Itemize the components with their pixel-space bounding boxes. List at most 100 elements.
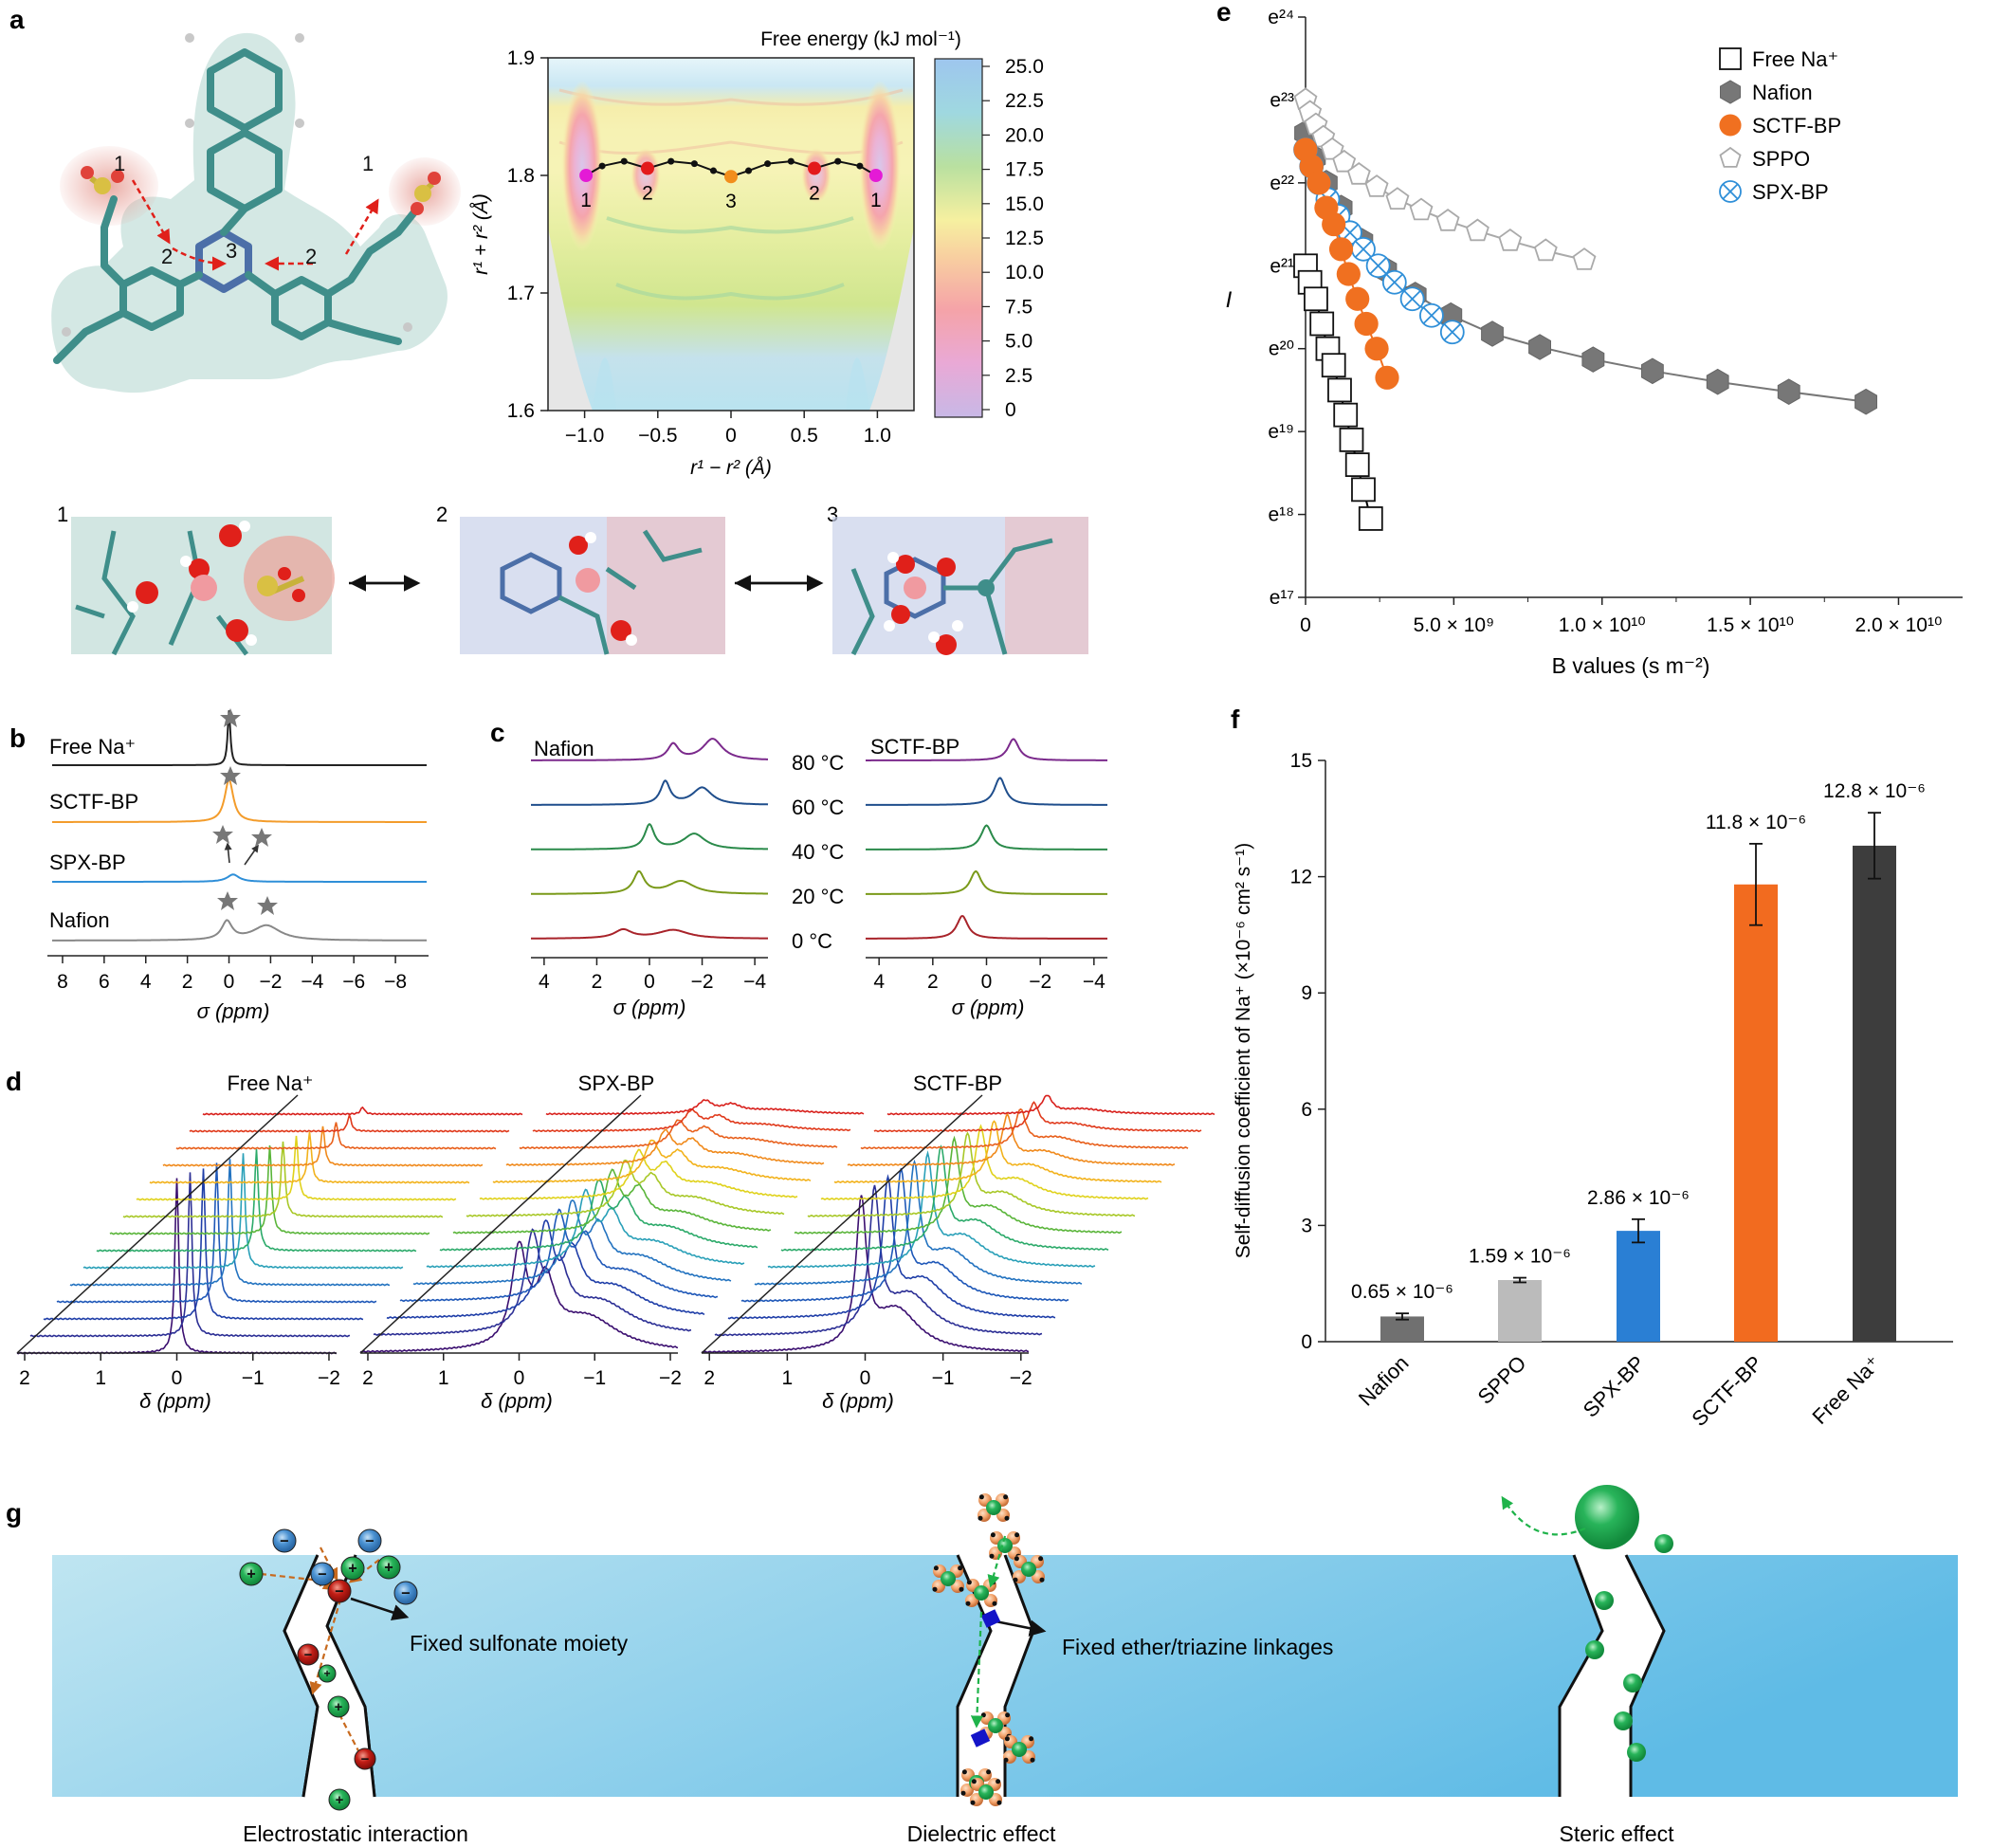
fe-ytick-label: 1.9 <box>507 47 535 69</box>
e-point-circle <box>1328 237 1354 262</box>
d-xlabel-2: δ (ppm) <box>481 1389 553 1413</box>
b-trace <box>52 778 427 823</box>
g-sulfonate-pointer <box>350 1597 410 1620</box>
e-xtick-label: 1.0 × 10¹⁰ <box>1559 614 1646 636</box>
panel-b-nmr-spectra: Free Na⁺ SCTF-BP SPX-BP Nafion 8 6 4 2 0 −2 −4… <box>47 708 429 1023</box>
hydrated-cation-icon <box>1003 1735 1035 1764</box>
sulfonate-icon: − <box>297 1643 320 1666</box>
d-trace-spx <box>505 1128 825 1166</box>
d-trace-spx <box>479 1148 798 1200</box>
fe-state-label: 2 <box>642 183 653 205</box>
d-trace-sctf <box>847 1112 1176 1167</box>
snapshot-3 <box>832 517 1088 656</box>
panel-f-self-diffusion-bars: 0 3 6 9 12 15 0.65 × 10⁻⁶ Nafion 1.59 × 10⁻⁶ SPP… <box>1233 750 1953 1431</box>
cb-tick-label: 2.5 <box>1005 365 1032 387</box>
panel-letter-a: a <box>9 5 25 34</box>
b-label-sctf-bp: SCTF-BP <box>49 790 138 814</box>
b-xtick-label: 6 <box>99 971 110 993</box>
f-bar <box>1617 1231 1660 1342</box>
fe-path-point <box>745 167 753 174</box>
c-trace <box>531 823 768 851</box>
e-point-hexagon <box>1481 320 1504 347</box>
cation-icon <box>1623 1674 1642 1692</box>
f-ytick-label: 3 <box>1301 1215 1312 1236</box>
d-trace-spx <box>399 1208 719 1303</box>
d-xtick-label: 1 <box>95 1367 106 1389</box>
d-trace-free <box>149 1131 470 1184</box>
e-legend-label: Nafion <box>1752 81 1813 104</box>
d-trace-sctf <box>727 1174 1056 1320</box>
snapshot-label-2: 2 <box>436 503 448 526</box>
f-value-label: 12.8 × 10⁻⁶ <box>1823 780 1926 802</box>
star-icon <box>220 708 241 727</box>
fe-path-point <box>709 167 717 174</box>
g-label-fixed-ether: Fixed ether/triazine linkages <box>1062 1635 1333 1659</box>
e-ytick-label: e¹⁷ <box>1270 587 1294 609</box>
anion-icon: − <box>357 1528 382 1553</box>
fe-axis-ticks: −1.0 −0.5 0 0.5 1.0 1.6 1.7 1.8 1.9 <box>507 47 891 447</box>
fe-xtick-label: 0.5 <box>791 425 818 447</box>
d-xtick-label: −2 <box>318 1367 340 1389</box>
e-legend-label: SPX-BP <box>1752 180 1829 204</box>
d-trace-spx <box>359 1240 679 1353</box>
d-xtick-label: −2 <box>1010 1367 1032 1389</box>
d-xtick-label: 1 <box>782 1367 794 1389</box>
star-icon <box>257 896 278 915</box>
cb-tick-label: 7.5 <box>1005 296 1032 318</box>
star-icon <box>251 828 272 847</box>
e-point-circle <box>1364 337 1389 361</box>
c-xtick-label: −4 <box>743 971 766 993</box>
d-xtick-label: 0 <box>172 1367 183 1389</box>
b-star-markers <box>212 708 278 915</box>
e-point-square <box>1321 353 1346 378</box>
svg-text:−: − <box>361 1752 370 1767</box>
c-trace <box>531 738 768 761</box>
fe-path-point <box>764 160 772 168</box>
e-legend: Free Na⁺ Nafion SCTF-BP SPPO SPX-BP <box>1719 47 1841 204</box>
d-trace-sctf <box>754 1159 1083 1286</box>
e-ylabel: I <box>1226 287 1233 313</box>
snapshot-label-1: 1 <box>57 503 68 526</box>
panel-e-diffusion-decay: 0 5.0 × 10⁹ 1.0 × 10¹⁰ 1.5 × 10¹⁰ 2.0 × 10¹⁰… <box>1226 7 1963 678</box>
e-point-hexagon <box>1528 334 1551 360</box>
f-ytick-label: 12 <box>1290 867 1312 888</box>
svg-text:+: + <box>336 1793 344 1808</box>
e-point-crossedcircle <box>1365 253 1391 279</box>
e-point-pentagon <box>1498 228 1523 251</box>
c-temp-80: 80 °C <box>792 751 844 775</box>
d-trace-free <box>136 1135 457 1201</box>
b-xlabel: σ (ppm) <box>197 999 270 1023</box>
d-title-free-na: Free Na⁺ <box>227 1071 313 1095</box>
e-ytick-label: e²² <box>1270 173 1294 194</box>
fe-state-label: 1 <box>580 190 592 211</box>
star-icon <box>217 891 238 910</box>
f-ytick-label: 9 <box>1301 982 1312 1004</box>
e-ytick-label: e²³ <box>1270 89 1294 111</box>
fe-state-label: 1 <box>870 190 882 211</box>
c-xtick-label: −2 <box>1029 971 1051 993</box>
cb-tick-label: 25.0 <box>1005 56 1044 78</box>
svg-text:−: − <box>365 1532 374 1549</box>
d-trace-spx <box>532 1108 851 1133</box>
mol-label-1-left: 1 <box>114 152 125 175</box>
c-temp-40: 40 °C <box>792 840 844 864</box>
d-trace-spx <box>519 1119 838 1150</box>
svg-text:+: + <box>335 1700 343 1715</box>
fe-path-point <box>667 157 675 165</box>
cation-icon: + <box>376 1555 401 1580</box>
fe-ytick-label: 1.6 <box>507 400 535 422</box>
cb-tick-label: 20.0 <box>1005 124 1044 146</box>
e-point-pentagon <box>1320 137 1344 160</box>
c-title-nafion: Nafion <box>534 737 594 760</box>
e-point-pentagon <box>1435 208 1460 231</box>
e-point-hexagon <box>1581 346 1605 373</box>
star-icon <box>220 766 241 785</box>
b-xtick-label: 8 <box>57 971 68 993</box>
e-point-crossedcircle <box>1381 269 1407 295</box>
c-temp-20: 20 °C <box>792 885 844 908</box>
fe-path-point <box>620 157 628 165</box>
d-trace-sctf <box>886 1094 1215 1116</box>
e-point-square <box>1351 477 1376 503</box>
sulfonate-icon: − <box>354 1747 376 1770</box>
